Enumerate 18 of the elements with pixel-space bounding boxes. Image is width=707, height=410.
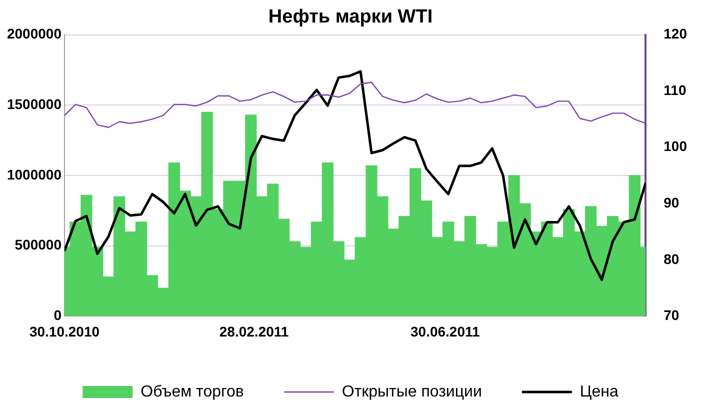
y-tick-label: 500000 (14, 236, 62, 253)
chart-title: Нефть марки WTI (268, 6, 433, 28)
x-tick-label: 30.10.2010 (29, 323, 100, 340)
legend-label: Открытые позиции (342, 383, 482, 400)
x-tick-label: 30.06.2011 (410, 323, 480, 340)
y2-tick-label: 120 (664, 26, 688, 42)
legend-label: Объем торгов (140, 383, 244, 400)
y2-tick-label: 90 (664, 194, 680, 210)
y-tick-label: 1500000 (6, 96, 62, 112)
y-tick-label: 2000000 (6, 26, 62, 42)
y-tick-label: 1000000 (6, 166, 62, 182)
y2-tick-label: 100 (664, 138, 688, 154)
y2-tick-label: 110 (664, 82, 686, 98)
y-tick-label: 0 (54, 307, 62, 324)
y2-tick-label: 70 (664, 307, 680, 324)
x-tick-label: 28.02.2011 (219, 323, 289, 340)
y2-tick-label: 80 (664, 250, 680, 267)
legend-label: Цена (580, 383, 618, 400)
